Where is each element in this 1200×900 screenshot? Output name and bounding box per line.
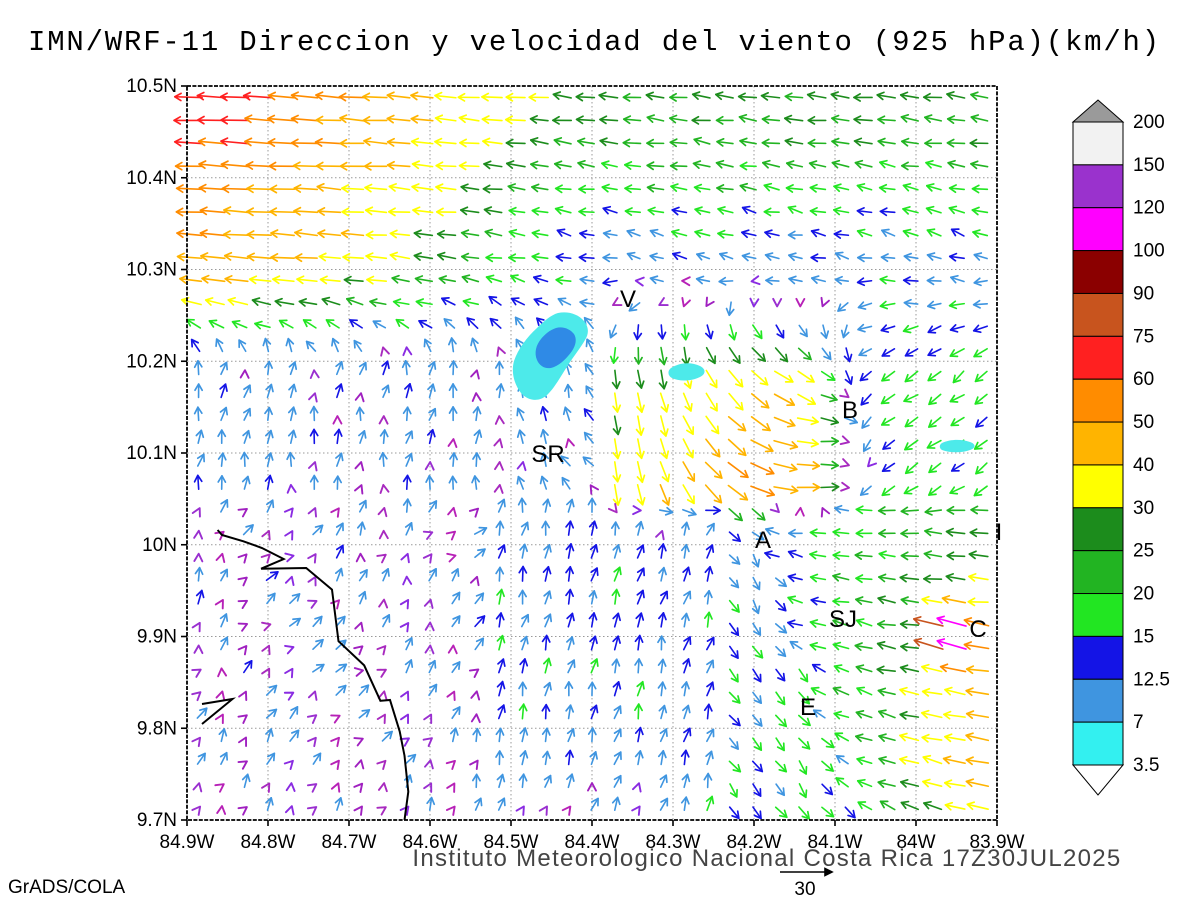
svg-text:75: 75 — [1133, 326, 1154, 347]
svg-text:Instituto Meteorologico Nacion: Instituto Meteorologico Nacional Costa R… — [412, 845, 1121, 872]
svg-text:10.3N: 10.3N — [126, 260, 177, 281]
svg-text:B: B — [842, 397, 858, 424]
svg-text:10N: 10N — [142, 535, 177, 556]
svg-text:84.9W: 84.9W — [160, 832, 215, 853]
svg-text:9.8N: 9.8N — [137, 718, 177, 739]
svg-text:9.9N: 9.9N — [137, 627, 177, 648]
svg-text:GrADS/COLA: GrADS/COLA — [8, 877, 126, 898]
svg-text:90: 90 — [1133, 283, 1154, 304]
svg-text:30: 30 — [794, 879, 815, 900]
svg-text:V: V — [620, 286, 636, 313]
svg-text:10.5N: 10.5N — [126, 76, 177, 97]
svg-text:7: 7 — [1133, 712, 1144, 733]
svg-text:100: 100 — [1133, 241, 1165, 262]
svg-text:3.5: 3.5 — [1133, 755, 1159, 776]
svg-text:84.8W: 84.8W — [241, 832, 296, 853]
svg-text:10.4N: 10.4N — [126, 168, 177, 189]
svg-text:12.5: 12.5 — [1133, 669, 1170, 690]
svg-text:40: 40 — [1133, 455, 1154, 476]
svg-text:200: 200 — [1133, 112, 1165, 133]
svg-text:A: A — [755, 527, 771, 554]
svg-text:25: 25 — [1133, 541, 1154, 562]
svg-text:150: 150 — [1133, 155, 1165, 176]
svg-text:50: 50 — [1133, 412, 1154, 433]
svg-text:SR: SR — [531, 441, 564, 468]
svg-text:9.7N: 9.7N — [137, 810, 177, 831]
svg-text:E: E — [800, 694, 816, 721]
svg-text:84.7W: 84.7W — [322, 832, 377, 853]
svg-text:SJ: SJ — [829, 606, 857, 633]
svg-text:IMN/WRF-11 Direccion y velocid: IMN/WRF-11 Direccion y velocidad del vie… — [28, 26, 1161, 59]
svg-text:20: 20 — [1133, 584, 1154, 605]
svg-text:10.2N: 10.2N — [126, 351, 177, 372]
svg-text:10.1N: 10.1N — [126, 443, 177, 464]
svg-text:60: 60 — [1133, 369, 1154, 390]
svg-text:120: 120 — [1133, 198, 1165, 219]
svg-text:15: 15 — [1133, 626, 1154, 647]
svg-text:C: C — [969, 616, 986, 643]
svg-text:30: 30 — [1133, 498, 1154, 519]
